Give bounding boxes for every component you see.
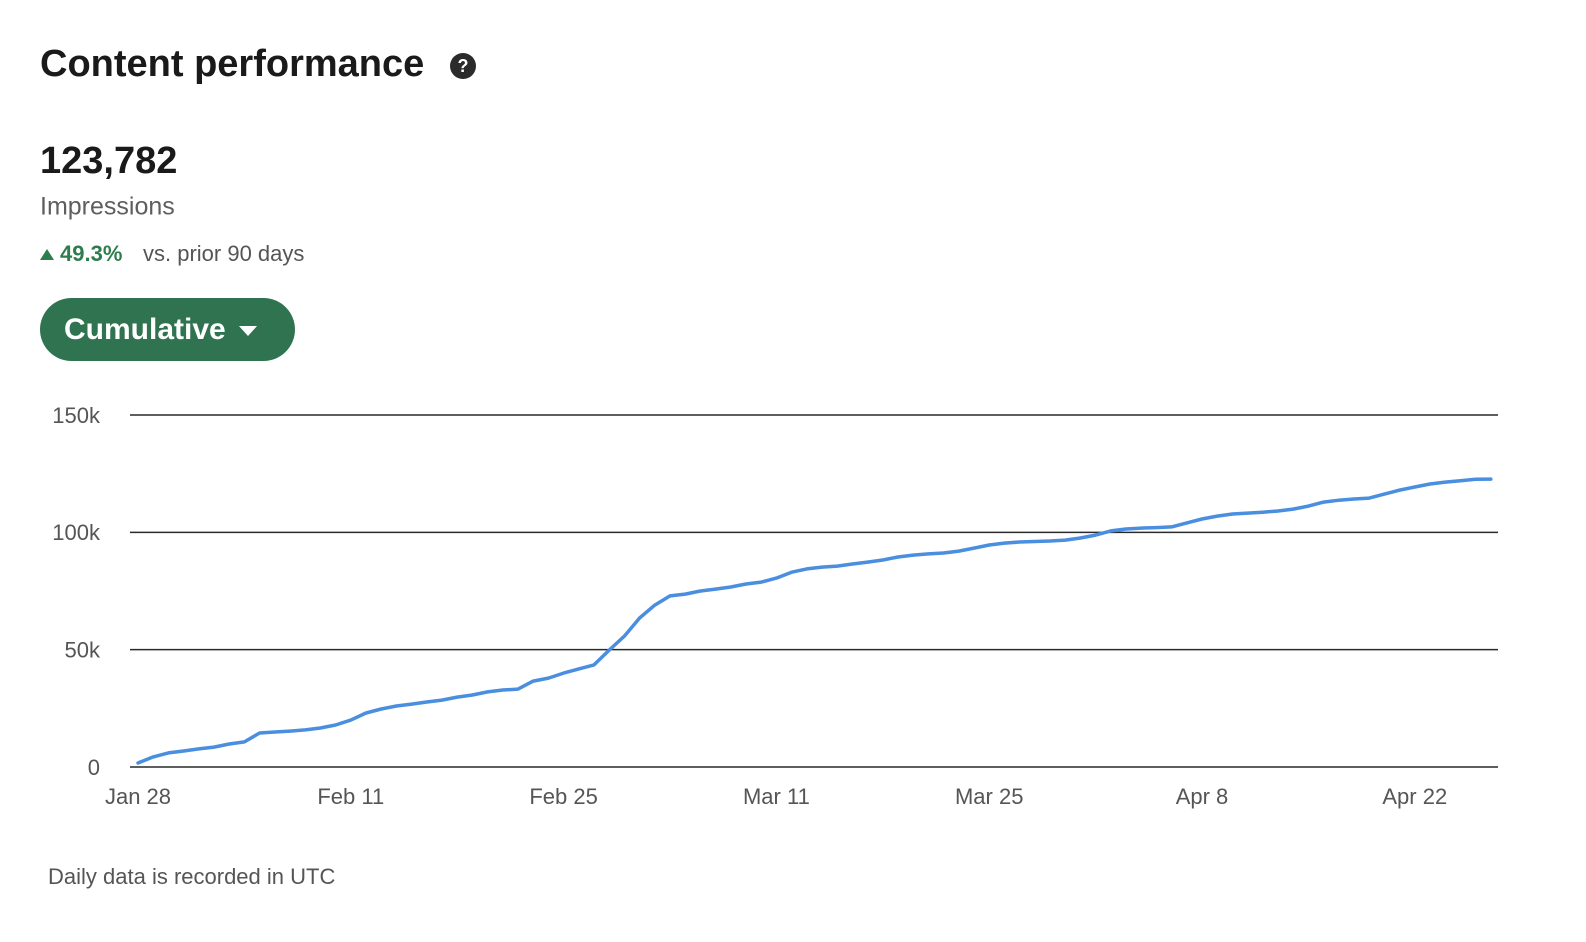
- change-comparison: vs. prior 90 days: [143, 241, 304, 266]
- help-icon[interactable]: ?: [450, 53, 476, 79]
- impressions-total: 123,782: [40, 140, 177, 182]
- change-percent: 49.3%: [60, 241, 122, 266]
- footer-note: Daily data is recorded in UTC: [48, 864, 335, 889]
- svg-text:?: ?: [458, 56, 469, 76]
- x-tick-label: Feb 11: [317, 784, 384, 809]
- dropdown-label[interactable]: Cumulative: [64, 313, 226, 346]
- x-tick-label: Jan 28: [105, 784, 171, 809]
- y-tick-label: 150k: [52, 403, 101, 428]
- y-tick-label: 0: [88, 755, 100, 780]
- up-arrow: [40, 249, 54, 260]
- x-tick-label: Mar 11: [743, 784, 810, 809]
- x-tick-label: Mar 25: [955, 784, 1023, 809]
- y-tick-label: 50k: [65, 637, 101, 662]
- x-tick-label: Feb 25: [529, 784, 598, 809]
- x-tick-label: Apr 8: [1176, 784, 1229, 809]
- x-tick-label: Apr 22: [1382, 784, 1447, 809]
- card-title: Content performance: [40, 43, 424, 85]
- cumulative-dropdown[interactable]: Cumulative: [40, 298, 295, 361]
- impressions-label: Impressions: [40, 193, 175, 221]
- y-tick-label: 100k: [52, 520, 101, 545]
- impressions-line: [136, 477, 1493, 765]
